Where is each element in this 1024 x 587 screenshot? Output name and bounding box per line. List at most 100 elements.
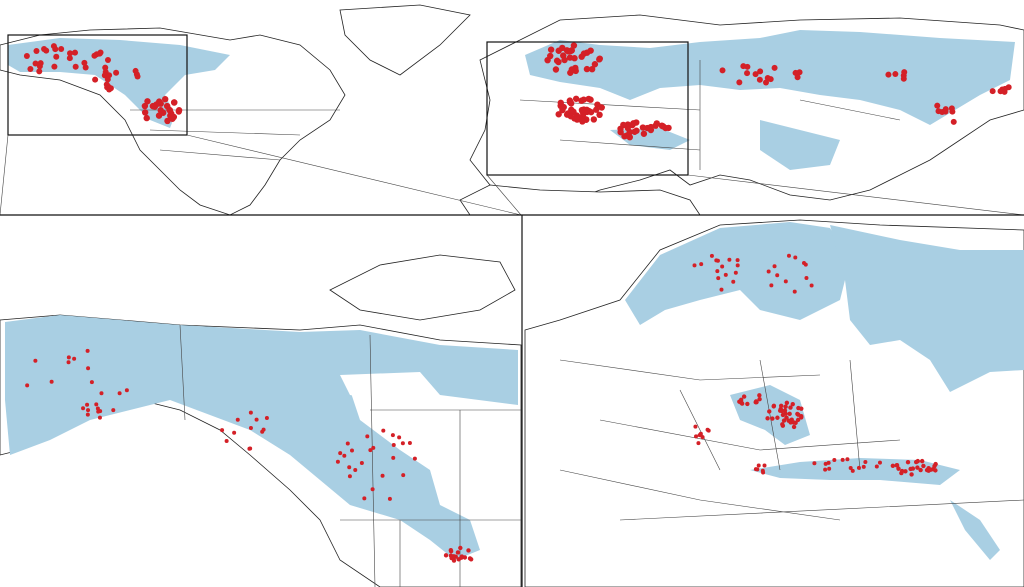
occurrence-point	[845, 457, 850, 462]
occurrence-point	[555, 111, 562, 118]
occurrence-point	[94, 402, 99, 407]
occurrence-point	[155, 112, 163, 119]
occurrence-point	[141, 102, 149, 110]
occurrence-point	[874, 464, 879, 469]
occurrence-point	[247, 446, 252, 451]
occurrence-point	[141, 109, 149, 116]
occurrence-point	[848, 465, 853, 470]
occurrence-point	[877, 460, 882, 465]
occurrence-point	[157, 107, 164, 114]
occurrence-point	[401, 473, 406, 478]
occurrence-point	[254, 417, 259, 422]
occurrence-point	[719, 67, 726, 74]
occurrence-point	[547, 52, 554, 60]
occurrence-point	[840, 457, 845, 462]
occurrence-point	[786, 253, 791, 258]
range-north-america	[8, 38, 230, 128]
occurrence-point	[863, 459, 868, 464]
occurrence-point	[81, 59, 88, 66]
borders-right	[559, 359, 1024, 521]
occurrence-point	[91, 52, 98, 59]
occurrence-point	[593, 106, 600, 113]
occurrence-point	[775, 273, 780, 278]
right-panel	[524, 219, 1024, 587]
occurrence-point	[97, 49, 104, 56]
occurrence-point	[232, 430, 237, 435]
occurrence-point	[827, 466, 832, 471]
occurrence-point	[780, 412, 786, 418]
occurrence-point	[89, 380, 94, 385]
occurrence-point	[788, 405, 793, 410]
occurrence-point	[248, 410, 253, 415]
occurrence-point	[466, 548, 471, 553]
occurrence-point	[934, 102, 941, 109]
occurrence-point	[796, 412, 801, 417]
leader-line	[687, 174, 1024, 216]
inset-box-alaska	[7, 34, 188, 136]
occurrence-point	[72, 63, 79, 70]
leader-line	[0, 134, 9, 216]
occurrence-point	[27, 65, 34, 72]
occurrence-point	[745, 401, 750, 407]
occurrence-point	[757, 68, 764, 75]
occurrence-point	[555, 47, 562, 54]
occurrence-point	[809, 283, 814, 288]
occurrence-point	[780, 422, 785, 427]
occurrence-point	[892, 71, 899, 78]
occurrence-point	[583, 49, 591, 56]
occurrence-point	[733, 270, 738, 275]
occurrence-point	[92, 76, 99, 83]
occurrence-point	[85, 402, 90, 407]
occurrence-point	[25, 383, 30, 388]
occurrence-point	[104, 57, 111, 64]
occurrence-point	[786, 418, 791, 423]
occurrence-point	[633, 127, 640, 134]
occurrence-point	[692, 263, 697, 268]
occurrence-point	[23, 53, 30, 60]
occurrence-point	[443, 553, 449, 558]
occurrence-point	[762, 79, 769, 86]
occurrence-point	[552, 66, 560, 73]
occurrence-point	[153, 101, 160, 108]
occurrence-point	[555, 58, 562, 66]
occurrence-point	[86, 408, 91, 413]
occurrence-point	[175, 108, 183, 115]
occurrence-point	[572, 64, 579, 72]
occurrence-point	[757, 397, 762, 402]
occurrence-point	[942, 108, 949, 115]
occurrence-point	[826, 460, 831, 465]
occurrence-point	[903, 469, 908, 474]
occurrence-point	[455, 550, 461, 555]
occurrence-point	[381, 428, 386, 433]
occurrence-point	[132, 67, 139, 74]
occurrence-point	[380, 473, 385, 478]
occurrence-point	[919, 458, 925, 464]
occurrence-point	[143, 114, 150, 122]
occurrence-point	[778, 403, 784, 409]
occurrence-point	[49, 379, 54, 384]
occurrence-point	[347, 465, 352, 470]
occurrence-point	[933, 468, 938, 473]
occurrence-point	[715, 269, 720, 274]
occurrence-point	[989, 88, 996, 95]
occurrence-point	[407, 441, 412, 446]
occurrence-point	[791, 424, 797, 430]
occurrence-point	[784, 400, 790, 405]
occurrence-point	[693, 424, 698, 429]
occurrence-point	[756, 463, 761, 468]
occurrence-point	[596, 111, 603, 119]
occurrence-point	[585, 95, 592, 103]
occurrence-point	[765, 416, 770, 421]
occurrence-point	[567, 113, 574, 120]
occurrence-point	[220, 428, 225, 433]
occurrence-point	[547, 46, 555, 53]
occurrence-point	[43, 47, 50, 54]
occurrence-point	[950, 118, 957, 125]
occurrence-point	[909, 472, 914, 477]
occurrence-point	[338, 451, 343, 456]
occurrence-point	[387, 496, 392, 501]
occurrence-point	[557, 102, 564, 110]
occurrence-point	[248, 425, 253, 430]
occurrence-point	[72, 356, 77, 361]
